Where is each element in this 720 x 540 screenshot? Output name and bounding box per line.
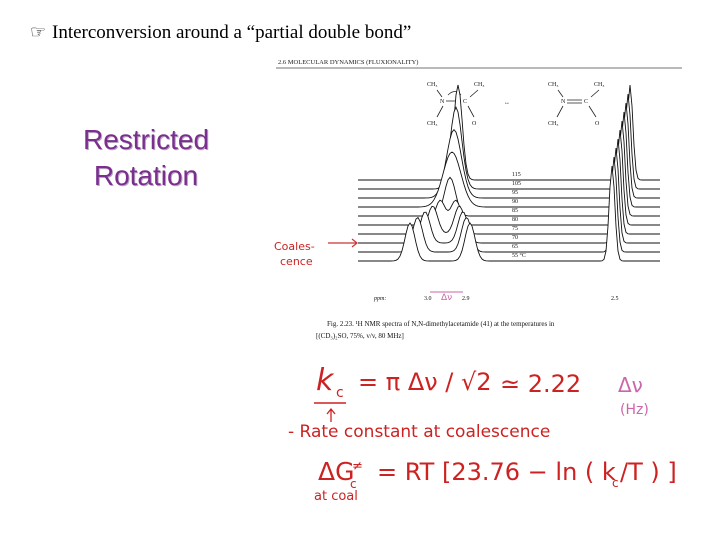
left-ch3-a: CH₃ bbox=[427, 82, 437, 88]
temperature-label: 65 bbox=[512, 244, 518, 250]
ppm-tick-far-right: 2.5 bbox=[611, 296, 619, 302]
left-n: N bbox=[440, 99, 445, 105]
right-o: O bbox=[595, 121, 600, 127]
rate-note: - Rate constant at coalescence bbox=[288, 422, 550, 442]
eq2-rhs: = RT [23.76 − ln ( k bbox=[377, 458, 616, 486]
eq2-rhs-end: /T ) ] bbox=[620, 458, 677, 486]
eq2-lhs: ΔG bbox=[318, 457, 354, 486]
eq2-note: at coal bbox=[314, 489, 358, 504]
subtitle-line-1: Restricted bbox=[82, 124, 210, 155]
handwritten-coalescence-2: cence bbox=[280, 255, 313, 268]
temperature-label: 115 bbox=[512, 172, 521, 178]
ppm-axis: ppm: 3.0 Δν 2.9 2.5 bbox=[373, 291, 619, 303]
figure-caption-line-1: Fig. 2.23. ¹H NMR spectra of N,N-dimethy… bbox=[327, 320, 555, 328]
slide-subtitle: Restricted Rotation bbox=[56, 122, 236, 194]
eq1-approx: ≃ 2.22 bbox=[500, 370, 581, 398]
right-c: C bbox=[584, 99, 588, 105]
nmr-trace bbox=[358, 165, 660, 262]
right-ch3-b: CH₃ bbox=[594, 82, 604, 88]
left-o: O bbox=[472, 121, 477, 127]
ppm-tick-right: 2.9 bbox=[462, 296, 470, 302]
temperature-label: 75 bbox=[512, 226, 518, 232]
slide-title: ☞ Interconversion around a “partial doubl… bbox=[30, 22, 411, 44]
temperature-label: 70 bbox=[512, 235, 518, 241]
temperature-label: 80 bbox=[512, 217, 518, 223]
figure-caption-line-2: [(CD₃)₂SO, 75%, v/v, 80 MHz] bbox=[316, 332, 404, 340]
ppm-tick-left: 3.0 bbox=[424, 296, 432, 302]
eq1-units: (Hz) bbox=[620, 402, 649, 418]
equation-free-energy: ΔG c ≠ = RT [23.76 − ln ( k c /T ) ] at … bbox=[314, 457, 677, 504]
temperature-label: 85 bbox=[512, 208, 518, 214]
delta-nu-mark: Δν bbox=[441, 293, 452, 303]
figure-header: 2.6 MOLECULAR DYNAMICS (FLUXIONALITY) bbox=[278, 59, 418, 66]
subtitle-line-2: Rotation bbox=[93, 160, 199, 191]
pointing-hand-icon: ☞ bbox=[30, 22, 47, 42]
eq2-lhs-sub: c bbox=[350, 477, 357, 491]
left-ch3-c: CH₃ bbox=[427, 121, 437, 127]
ppm-label: ppm: bbox=[373, 296, 386, 302]
eq2-rhs-sub: c bbox=[612, 476, 619, 490]
right-ch3-a: CH₃ bbox=[548, 82, 558, 88]
temperature-label: 95 bbox=[512, 190, 518, 196]
temperature-label: 105 bbox=[512, 181, 521, 187]
temperature-labels: 115 105 95 90 85 80 75 70 65 55 °C bbox=[512, 172, 526, 259]
right-ch3-c: CH₃ bbox=[548, 121, 558, 127]
nmr-trace-stack bbox=[358, 84, 660, 262]
temperature-label: 90 bbox=[512, 199, 518, 205]
right-structure: CH₃ CH₃ N C CH₃ O bbox=[548, 82, 604, 127]
equation-rate-constant: k c = π Δν / √2 ≃ 2.22 Δν (Hz) bbox=[314, 363, 649, 422]
eq1-middle: = π Δν / √2 bbox=[358, 368, 492, 396]
left-structure: CH₃ CH₃ N C CH₃ O bbox=[427, 82, 484, 127]
right-n: N bbox=[561, 99, 566, 105]
eq1-rhs-delta: Δν bbox=[618, 373, 643, 397]
resonance-arrow: ↔ bbox=[504, 100, 510, 106]
left-c: C bbox=[463, 99, 467, 105]
handwritten-coalescence-1: Coales- bbox=[274, 240, 315, 253]
eq1-lhs: k bbox=[316, 363, 335, 398]
eq1-lhs-sub: c bbox=[336, 385, 344, 401]
svg-text:≠: ≠ bbox=[352, 459, 363, 474]
up-arrow-icon bbox=[326, 407, 336, 422]
slide-title-text: Interconversion around a “partial double… bbox=[52, 22, 412, 43]
left-ch3-b: CH₃ bbox=[474, 82, 484, 88]
temperature-label: 55 °C bbox=[512, 252, 526, 259]
